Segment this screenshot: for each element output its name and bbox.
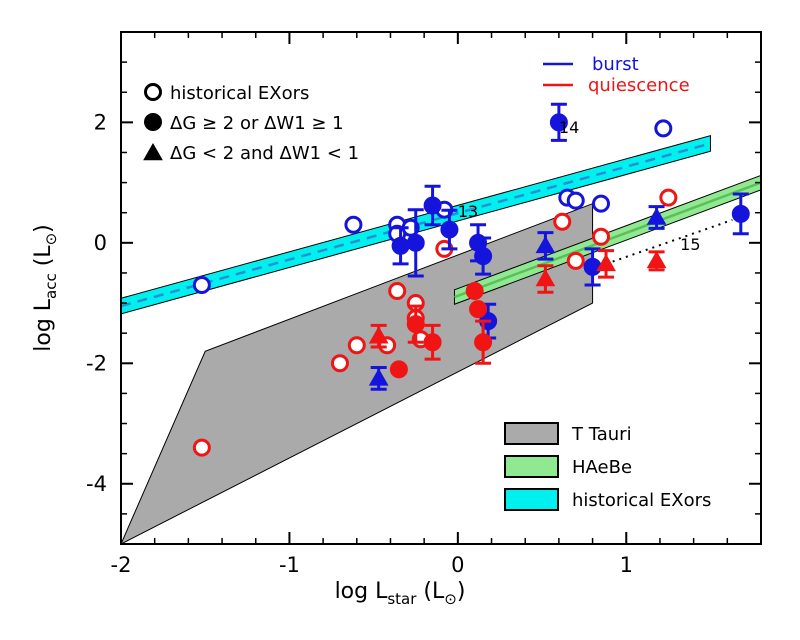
annotation-13: 13 [458, 202, 478, 221]
legend-region-label-2: historical EXors [572, 490, 711, 511]
plot-frame [120, 31, 762, 545]
point-s1-11 [592, 227, 610, 246]
point-s5-0 [368, 326, 389, 344]
point-s4-0 [368, 368, 389, 386]
point-s2-9 [731, 204, 750, 223]
point-s2-1 [406, 233, 425, 252]
lines-layer [605, 218, 733, 265]
y-axis-label: log Lacc (L⊙) [31, 224, 60, 352]
point-s3-3 [465, 282, 484, 301]
legend-burst-label: burst [592, 54, 639, 75]
point-s0-0 [192, 275, 211, 294]
point-s5-1 [535, 268, 556, 287]
point-s0-9 [654, 119, 673, 138]
x-tick-label: 0 [451, 553, 464, 577]
point-s1-1 [330, 354, 349, 373]
legend-open-circle-marker [144, 83, 162, 101]
point-s2-3 [440, 220, 459, 239]
point-s2-0 [391, 236, 410, 255]
point-s1-10 [566, 251, 585, 270]
point-s4-2 [646, 207, 667, 225]
point-s2-7 [549, 113, 568, 132]
annotations-layer: 13 14 15 [458, 118, 701, 254]
legend-swatch-0 [504, 422, 559, 445]
axes-layer: -2 -1 0 1 -4 -2 0 2 [86, 32, 762, 577]
legend-triangle-marker [143, 142, 163, 161]
point-s2-2 [423, 196, 442, 215]
point-s3-1 [406, 315, 425, 334]
x-tick-label: -2 [111, 553, 132, 577]
point-s3-0 [389, 360, 408, 379]
legend-layer: historical EXors ΔG ≥ 2 or ΔW1 ≥ 1 ΔG < 2 … [143, 54, 711, 511]
x-axis-label: log Lstar (L⊙) [335, 579, 466, 608]
point-s0-7 [566, 191, 585, 210]
legend-swatch-1 [504, 455, 559, 478]
point-s3-2 [423, 333, 442, 352]
dotted-line [605, 218, 733, 265]
point-s1-4 [388, 282, 407, 301]
point-s4-1 [535, 235, 556, 254]
y-tick-label: 2 [94, 110, 107, 134]
point-s1-9 [553, 212, 572, 231]
point-s5-3 [646, 250, 667, 269]
legend-quiescence-label: quiescence [588, 75, 690, 96]
legend-swatch-2 [504, 488, 559, 511]
x-tick-label: 1 [620, 553, 633, 577]
legend-region-label-1: HAeBe [572, 457, 632, 478]
annotation-15: 15 [680, 235, 700, 254]
point-s1-0 [192, 438, 211, 457]
legend-big-label: ΔG ≥ 2 or ΔW1 ≥ 1 [170, 113, 344, 134]
legend-small-label: ΔG < 2 and ΔW1 < 1 [170, 143, 359, 164]
point-s5-2 [596, 253, 616, 272]
y-tick-label: -4 [86, 472, 107, 496]
y-tick-label: 0 [94, 231, 107, 255]
annotation-14: 14 [559, 118, 579, 137]
points-layer [192, 102, 750, 457]
point-s2-5 [474, 247, 493, 266]
point-s0-8 [592, 194, 610, 213]
y-tick-label: -2 [86, 351, 107, 375]
point-s1-12 [659, 188, 678, 207]
point-s3-4 [469, 300, 488, 319]
point-s1-2 [347, 336, 366, 355]
legend-historical-label: historical EXors [170, 83, 309, 104]
point-s3-5 [474, 333, 493, 352]
legend-region-label-0: T Tauri [571, 424, 632, 445]
legend-filled-circle-marker [144, 113, 162, 131]
x-tick-label: -1 [279, 553, 300, 577]
point-s0-1 [344, 215, 363, 234]
point-s2-8 [583, 257, 602, 276]
